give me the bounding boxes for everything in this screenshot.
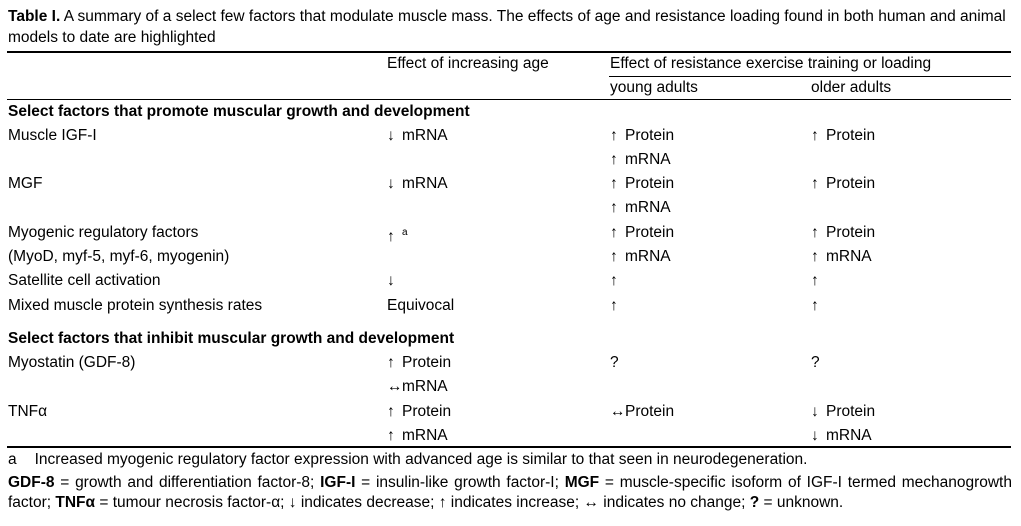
table-cell-name: Muscle IGF-I: [8, 127, 97, 144]
table-cell-age: ↔mRNA: [387, 378, 448, 395]
table-cell-older: ↑: [811, 297, 819, 314]
table-cell-older: ↓ mRNA: [811, 427, 872, 444]
table-cell-young: ↑ mRNA: [610, 199, 671, 216]
table-cell-older: ↑ mRNA: [811, 248, 872, 265]
abbr-mgf: MGF: [564, 474, 600, 491]
header-col-older: older adults: [811, 79, 892, 96]
footnote-text: Increased myogenic regulatory factor exp…: [34, 451, 808, 468]
abbr-gdf8: GDF-8: [8, 474, 55, 491]
table-cell-name: Myostatin (GDF-8): [8, 354, 136, 371]
table-cell-young: ?: [610, 354, 619, 371]
table-cell-older: ↑: [811, 272, 819, 289]
table-cell-name: Myogenic regulatory factors: [8, 224, 199, 241]
table-cell-young: ↑ Protein: [610, 127, 675, 144]
footnote-marker: a: [8, 451, 17, 468]
table-cell-older: ↑ Protein: [811, 175, 876, 192]
table-cell-young: ↔Protein: [610, 403, 675, 420]
section-title: Select factors that promote muscular gro…: [8, 103, 470, 120]
table-cell-age: ↓ mRNA: [387, 127, 448, 144]
table-cell-name: Mixed muscle protein synthesis rates: [8, 297, 263, 314]
abbr-unknown: ?: [749, 494, 760, 511]
table-cell-name: TNFα: [8, 403, 48, 420]
abbreviations-footnote: GDF-8 = growth and differentiation facto…: [8, 474, 1012, 511]
table-cell-young: ↑ Protein: [610, 175, 675, 192]
header-subrule: [609, 76, 1011, 77]
table-caption-text: A summary of a select few factors that m…: [8, 8, 1006, 46]
table-cell-age: ↓: [387, 272, 395, 289]
table-cell-young: ↑ mRNA: [610, 248, 671, 265]
abbr-igf: IGF-I: [320, 474, 356, 491]
header-col-training: Effect of resistance exercise training o…: [610, 55, 932, 72]
table-cell-older: ↑ Protein: [811, 127, 876, 144]
table-cell-age: ↑ mRNA: [387, 427, 448, 444]
bottom-rule: [7, 446, 1011, 448]
table-cell-young: ↑ Protein: [610, 224, 675, 241]
footnote-a: a Increased myogenic regulatory factor ex…: [8, 450, 1012, 470]
table-cell-name: Satellite cell activation: [8, 272, 161, 289]
header-col-age: Effect of increasing age: [387, 55, 549, 72]
table-cell-age: ↓ mRNA: [387, 175, 448, 192]
table-cell-young: ↑ mRNA: [610, 151, 671, 168]
table-cell-older: ↓ Protein: [811, 403, 876, 420]
header-col-young: young adults: [610, 79, 698, 96]
table-label: Table I.: [8, 8, 61, 25]
table-cell-age: ↑ Protein: [387, 403, 452, 420]
table-cell-name: (MyoD, myf-5, myf-6, myogenin): [8, 248, 230, 265]
table-cell-age: ↑ a: [387, 227, 408, 245]
top-rule: [7, 51, 1011, 53]
header-rule: [7, 99, 1011, 100]
abbr-tnf: TNFα: [55, 494, 96, 511]
section-title: Select factors that inhibit muscular gro…: [8, 330, 455, 347]
table-caption: Table I. A summary of a select few facto…: [8, 6, 1014, 48]
table-cell-age: Equivocal: [387, 297, 455, 314]
table-cell-age: ↑ Protein: [387, 354, 452, 371]
table-cell-name: MGF: [8, 175, 43, 192]
table-cell-older: ↑ Protein: [811, 224, 876, 241]
table-cell-young: ↑: [610, 297, 618, 314]
table-cell-older: ?: [811, 354, 820, 371]
table-cell-young: ↑: [610, 272, 618, 289]
